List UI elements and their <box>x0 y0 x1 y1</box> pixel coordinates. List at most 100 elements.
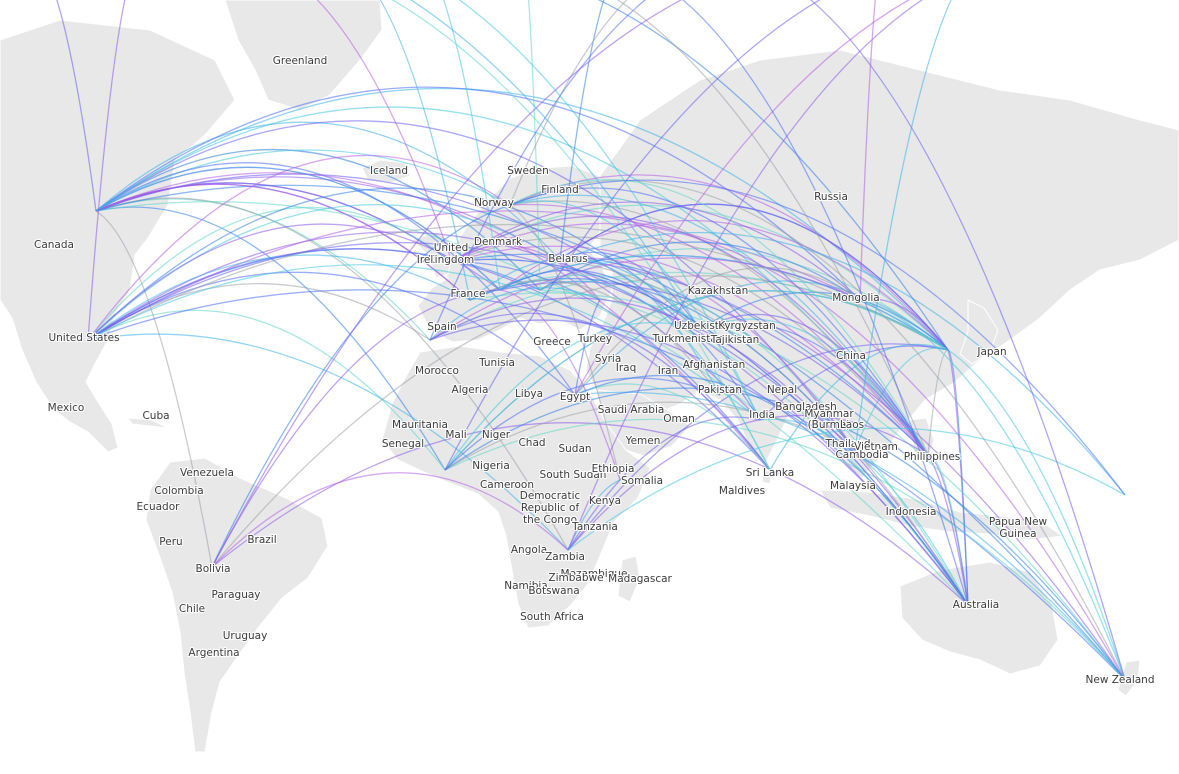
route-arc <box>859 299 1126 681</box>
country-label-uruguay: Uruguay <box>223 630 268 642</box>
route-arc <box>429 0 647 341</box>
country-label-kazakhstan: Kazakhstan <box>688 285 749 297</box>
country-label-syria: Syria <box>595 353 622 365</box>
country-label-somalia: Somalia <box>621 475 663 487</box>
route-arc <box>429 312 771 471</box>
country-label-colombia: Colombia <box>154 485 203 497</box>
country-label-tajikistan: Tajikistan <box>710 334 760 346</box>
africa-landmass <box>381 345 651 629</box>
route-arc <box>211 472 569 568</box>
new-zealand-landmass <box>1117 659 1141 697</box>
country-label-chad: Chad <box>518 437 545 449</box>
route-arc <box>699 291 949 351</box>
country-label-thailand: Thailand <box>824 438 870 450</box>
route-arc <box>444 322 701 471</box>
country-label-mongolia: Mongolia <box>832 292 880 304</box>
madagascar-landmass <box>617 555 641 603</box>
country-label-united-states: United States <box>48 332 119 344</box>
route-arc <box>527 0 541 291</box>
route-arc <box>87 231 969 606</box>
country-label-senegal: Senegal <box>382 438 424 450</box>
route-arc <box>87 223 501 341</box>
country-label-venezuela: Venezuela <box>180 467 234 479</box>
country-label-iceland: Iceland <box>370 165 408 177</box>
country-label-myanmar-2: (Burma) <box>808 419 851 431</box>
country-label-madagascar: Madagascar <box>608 573 672 585</box>
route-arc <box>379 0 471 301</box>
route-arc <box>95 172 771 471</box>
country-label-yemen: Yemen <box>625 435 661 447</box>
country-label-ecuador: Ecuador <box>137 501 181 513</box>
route-arcs <box>56 0 1126 681</box>
country-label-sri-lanka: Sri Lanka <box>746 467 795 479</box>
country-label-drc-1: Democratic <box>520 490 581 502</box>
route-arc <box>947 349 969 606</box>
country-label-botswana: Botswana <box>528 585 579 597</box>
country-label-turkey: Turkey <box>577 333 612 345</box>
country-label-pakistan: Pakistan <box>698 384 742 396</box>
country-label-kyrgyzstan: Kyrgyzstan <box>718 320 776 332</box>
route-arc <box>87 206 453 341</box>
country-label-drc-3: the Congo <box>523 514 577 526</box>
country-label-argentina: Argentina <box>188 647 239 659</box>
route-arc <box>211 0 683 568</box>
country-label-cameroon: Cameroon <box>480 479 534 491</box>
route-arc <box>429 287 601 341</box>
country-label-sweden: Sweden <box>507 165 549 177</box>
iceland-landmass <box>361 159 411 184</box>
country-label-japan: Japan <box>976 346 1006 358</box>
route-arc <box>87 223 949 351</box>
country-label-south-africa: South Africa <box>520 611 584 623</box>
country-label-egypt: Egypt <box>560 391 590 403</box>
australia-landmass <box>899 561 1059 675</box>
route-arc <box>809 0 1126 681</box>
country-label-chile: Chile <box>179 603 205 615</box>
route-arc <box>95 121 561 261</box>
route-arc <box>574 280 949 396</box>
country-label-myanmar-1: Myanmar <box>804 408 854 420</box>
route-arc <box>567 427 1126 551</box>
greenland-landmass <box>224 0 383 111</box>
country-label-laos: Laos <box>840 419 864 431</box>
country-label-indonesia: Indonesia <box>886 506 937 518</box>
country-label-bangladesh: Bangladesh <box>775 401 837 413</box>
route-arc <box>509 204 621 481</box>
route-arc <box>469 277 856 451</box>
country-label-sudan: Sudan <box>558 443 591 455</box>
route-arc <box>699 313 929 456</box>
route-arc <box>574 266 861 396</box>
route-arc <box>559 258 721 396</box>
cuba-landmass <box>127 417 169 429</box>
country-label-cambodia: Cambodia <box>835 449 888 461</box>
country-label-uzbekistan: Uzbekistan <box>674 320 732 332</box>
country-label-canada: Canada <box>34 239 74 251</box>
route-arc <box>509 0 628 206</box>
route-arc <box>469 257 701 331</box>
country-label-turkmenistan: Turkmenistan <box>652 333 724 345</box>
route-arc <box>444 401 856 471</box>
route-arc <box>451 245 929 456</box>
country-label-india: India <box>749 409 775 421</box>
country-label-paraguay: Paraguay <box>211 589 260 601</box>
route-arc <box>927 454 969 606</box>
country-label-philippines: Philippines <box>904 451 961 463</box>
route-arc <box>87 309 446 471</box>
country-label-tunisia: Tunisia <box>478 357 515 369</box>
country-label-greece: Greece <box>533 336 570 348</box>
route-arc <box>87 271 576 396</box>
route-arc <box>87 154 511 341</box>
route-arc <box>451 222 1126 681</box>
country-label-cuba: Cuba <box>142 410 169 422</box>
country-label-zambia: Zambia <box>545 551 585 563</box>
country-label-malaysia: Malaysia <box>830 480 876 492</box>
route-arc <box>559 203 949 351</box>
route-arc <box>574 299 601 396</box>
country-label-morocco: Morocco <box>415 365 459 377</box>
route-arc <box>87 333 569 551</box>
country-label-denmark: Denmark <box>474 236 523 248</box>
route-arc <box>509 179 1126 681</box>
route-arc <box>87 282 431 341</box>
route-arc <box>539 289 969 606</box>
country-label-iran: Iran <box>658 365 679 377</box>
